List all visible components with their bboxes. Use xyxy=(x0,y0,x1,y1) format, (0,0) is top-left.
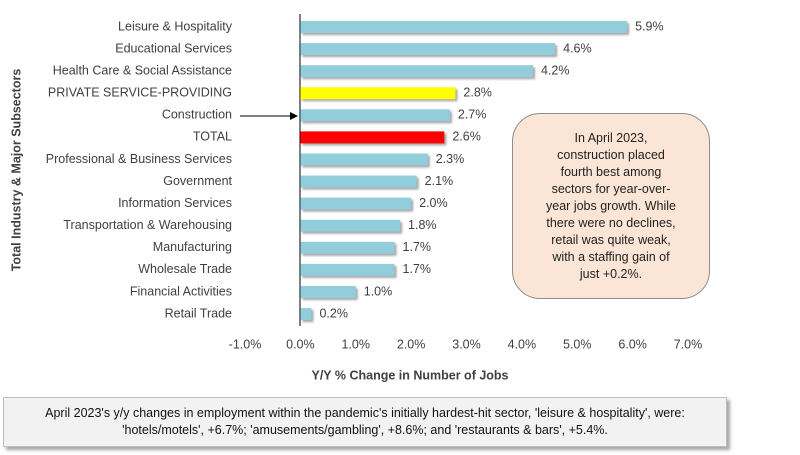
annotation-line: sectors for year-over- xyxy=(551,181,671,196)
y-tick-label: Manufacturing xyxy=(153,240,232,254)
value-label: 2.1% xyxy=(425,174,454,188)
x-tick-label: 7.0% xyxy=(674,337,703,351)
bar xyxy=(300,65,533,78)
x-tick-label: 4.0% xyxy=(508,337,537,351)
value-label: 1.8% xyxy=(408,218,437,232)
bar xyxy=(300,109,450,122)
bar xyxy=(300,43,556,56)
bar xyxy=(300,285,356,298)
value-label: 1.7% xyxy=(403,262,432,276)
y-tick-label: Educational Services xyxy=(115,41,232,55)
y-tick-label: Health Care & Social Assistance xyxy=(53,63,232,77)
caption-box: April 2023's y/y changes in employment w… xyxy=(3,397,727,447)
caption-line: 'hotels/motels', +6.7%; 'amusements/gamb… xyxy=(122,423,608,437)
x-tick-label: 1.0% xyxy=(342,337,371,351)
bar xyxy=(300,308,312,321)
value-label: 2.3% xyxy=(436,152,465,166)
y-tick-label: TOTAL xyxy=(193,130,232,144)
value-label: 4.6% xyxy=(563,41,592,55)
x-axis-title: Y/Y % Change in Number of Jobs xyxy=(311,368,508,382)
annotation-line: year jobs growth. While xyxy=(546,198,676,213)
y-tick-label: Information Services xyxy=(118,196,232,210)
y-tick-label: Wholesale Trade xyxy=(138,262,232,276)
value-label: 1.7% xyxy=(403,240,432,254)
annotation-line: In April 2023, xyxy=(574,130,648,145)
y-tick-label: Financial Activities xyxy=(130,284,232,298)
value-label: 0.2% xyxy=(319,306,348,320)
bar xyxy=(300,263,395,276)
y-tick-label: Transportation & Warehousing xyxy=(63,218,232,232)
value-label: 5.9% xyxy=(635,19,664,33)
y-tick-label: Retail Trade xyxy=(165,306,232,320)
bar xyxy=(300,175,417,188)
bar xyxy=(300,241,395,254)
x-tick-label: 6.0% xyxy=(618,337,647,351)
bar xyxy=(300,197,412,210)
bar xyxy=(300,219,401,232)
value-label: 2.0% xyxy=(419,196,448,210)
value-label: 4.2% xyxy=(541,63,570,77)
x-tick-label: 3.0% xyxy=(452,337,481,351)
caption-line: April 2023's y/y changes in employment w… xyxy=(45,406,685,420)
x-tick-label: 2.0% xyxy=(397,337,426,351)
value-label: 2.6% xyxy=(452,130,481,144)
y-tick-label: Government xyxy=(163,174,232,188)
y-tick-label: PRIVATE SERVICE-PROVIDING xyxy=(48,86,232,100)
value-label: 2.8% xyxy=(463,86,492,100)
x-tick-label: 0.0% xyxy=(286,337,315,351)
annotation-line: there were no declines, xyxy=(546,215,676,230)
bar xyxy=(300,21,628,33)
y-tick-label: Leisure & Hospitality xyxy=(118,19,233,33)
annotation-line: fourth best among xyxy=(560,164,662,179)
y-tick-label: Professional & Business Services xyxy=(46,152,232,166)
annotation-line: with a staffing gain of xyxy=(552,249,670,264)
value-label: 2.7% xyxy=(458,108,487,122)
bar xyxy=(300,131,445,144)
bar xyxy=(300,87,456,100)
annotation-line: construction placed xyxy=(557,147,665,162)
y-tick-label: Construction xyxy=(162,108,232,122)
bar xyxy=(300,153,428,166)
annotation-box: In April 2023, construction placed fourth … xyxy=(512,113,710,299)
x-tick-label: -1.0% xyxy=(229,337,262,351)
value-label: 1.0% xyxy=(364,284,393,298)
y-axis-title: Total Industry & Major Subsectors xyxy=(9,69,23,272)
annotation-line: retail was quite weak, xyxy=(551,232,671,247)
x-tick-label: 5.0% xyxy=(563,337,592,351)
annotation-line: just +0.2%. xyxy=(579,266,643,281)
